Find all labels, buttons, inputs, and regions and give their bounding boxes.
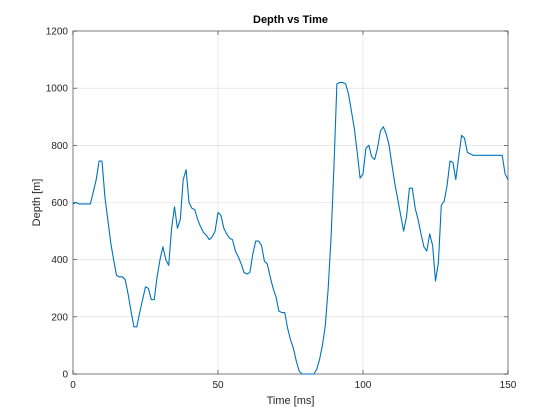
y-axis-label: Depth [m]	[31, 179, 43, 227]
x-axis-label: Time [ms]	[267, 395, 315, 407]
grid	[73, 31, 508, 374]
y-tick-label: 400	[51, 255, 68, 266]
series-layer	[72, 81, 509, 375]
y-tick-label: 1000	[46, 84, 69, 95]
y-tick-label: 200	[51, 312, 68, 323]
x-tick-label: 50	[212, 380, 224, 391]
chart-title: Depth vs Time	[253, 14, 328, 26]
y-tick-label: 800	[51, 141, 68, 152]
series-line-depth	[72, 81, 509, 375]
x-tick-label: 100	[355, 380, 372, 391]
x-tick-label: 0	[70, 380, 76, 391]
y-tick-label: 1200	[46, 27, 69, 38]
y-tick-label: 0	[62, 370, 68, 381]
axis-ticks: 0 50 100 150 0 200 400 600 800 1000 1200	[46, 27, 517, 392]
x-tick-label: 150	[500, 380, 517, 391]
y-tick-label: 600	[51, 198, 68, 209]
